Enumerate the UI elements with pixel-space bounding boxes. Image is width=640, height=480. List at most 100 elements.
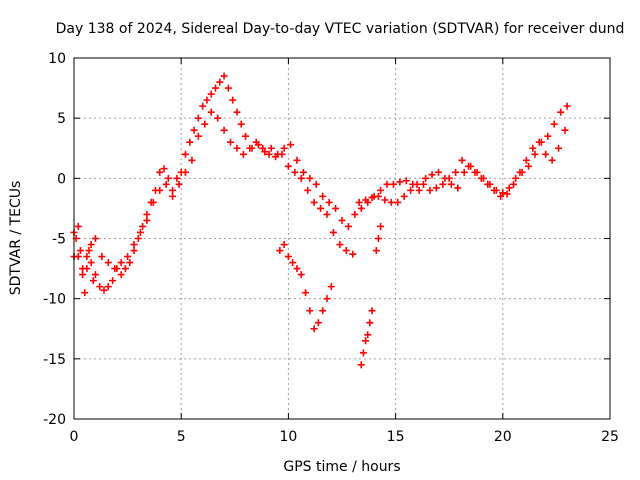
x-tick-label: 5 (177, 429, 186, 445)
data-point (332, 204, 340, 212)
data-point (81, 289, 89, 297)
data-point (377, 222, 385, 230)
plot-frame (73, 57, 611, 420)
grid-lines (74, 58, 610, 419)
data-point (557, 108, 565, 116)
data-point (510, 180, 518, 188)
data-point (190, 126, 198, 134)
y-tick-label: -5 (52, 232, 66, 248)
data-point (194, 132, 202, 140)
y-tick-label: 0 (57, 171, 66, 187)
data-point (194, 114, 202, 122)
data-point (372, 247, 380, 255)
data-point (199, 102, 207, 110)
data-point (458, 156, 466, 164)
data-point (344, 222, 352, 230)
data-point (261, 148, 269, 156)
data-point (550, 120, 558, 128)
data-point (224, 84, 232, 92)
axis-ticks: 0 5 10 15 20 25 -20 -15 -10 -5 0 5 10 (43, 51, 619, 445)
data-point (280, 144, 288, 152)
data-point (149, 198, 157, 206)
data-point (529, 144, 537, 152)
data-point (561, 126, 569, 134)
data-point (484, 180, 492, 188)
data-point (368, 194, 376, 202)
data-point (302, 289, 310, 297)
data-point (291, 168, 299, 176)
data-point (342, 247, 350, 255)
data-point (207, 108, 215, 116)
data-point (374, 192, 382, 200)
data-point (306, 174, 314, 182)
data-point (289, 259, 297, 267)
data-point (319, 307, 327, 315)
data-point (111, 265, 119, 273)
data-point (512, 174, 520, 182)
data-point (96, 283, 104, 291)
data-point (542, 150, 550, 158)
data-point (297, 271, 305, 279)
data-point (325, 198, 333, 206)
data-point (454, 184, 462, 192)
data-point (89, 277, 97, 285)
y-axis-label: SDTVAR / TECUs (8, 181, 24, 296)
data-point (259, 144, 267, 152)
chart-title: Day 138 of 2024, Sidereal Day-to-day VTE… (56, 21, 625, 37)
data-point (362, 337, 370, 345)
data-point (272, 153, 280, 161)
data-point (117, 259, 125, 267)
data-point (246, 144, 254, 152)
data-point (464, 162, 472, 170)
data-point (100, 286, 108, 294)
data-point (374, 235, 382, 242)
data-point (139, 222, 147, 230)
data-point (104, 259, 112, 267)
data-point (181, 150, 189, 158)
data-point (477, 174, 485, 182)
data-point (396, 178, 404, 186)
data-point (299, 168, 307, 176)
data-point (233, 144, 241, 152)
data-point (394, 198, 402, 206)
data-point (130, 241, 138, 249)
data-point (383, 180, 391, 188)
data-point (490, 186, 498, 194)
data-point (381, 196, 389, 204)
data-point (130, 247, 138, 255)
data-point (156, 186, 164, 194)
data-point (83, 253, 91, 261)
data-point (312, 180, 320, 188)
data-point (497, 192, 505, 200)
data-point (310, 325, 318, 333)
data-point (284, 162, 292, 170)
data-point (203, 96, 211, 104)
data-point (87, 241, 95, 249)
x-tick-label: 10 (279, 429, 297, 445)
data-point (220, 72, 228, 80)
data-point (389, 180, 397, 188)
data-point (415, 186, 423, 194)
y-tick-label: 5 (57, 111, 66, 127)
data-points (70, 72, 571, 369)
data-point (85, 247, 93, 255)
data-point (357, 204, 365, 212)
data-point (357, 361, 365, 369)
data-point (164, 174, 172, 182)
data-point (98, 253, 106, 261)
data-point (278, 150, 286, 158)
data-point (134, 235, 142, 242)
data-point (297, 174, 305, 182)
data-point (79, 265, 87, 273)
data-point (212, 84, 220, 92)
data-point (267, 144, 275, 152)
data-point (516, 168, 524, 176)
data-point (173, 174, 181, 182)
data-point (104, 283, 112, 291)
data-point (76, 247, 84, 255)
data-point (531, 150, 539, 158)
data-point (377, 186, 385, 194)
data-point (327, 283, 335, 291)
x-tick-label: 25 (601, 429, 619, 445)
